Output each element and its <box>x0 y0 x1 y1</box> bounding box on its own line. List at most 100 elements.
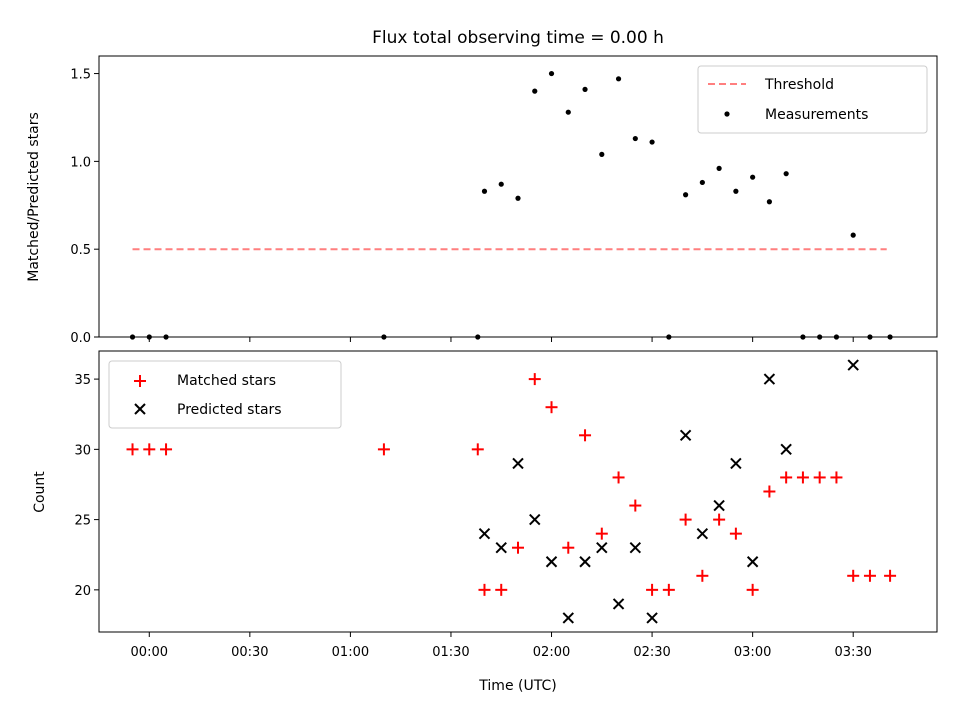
predicted-star-point <box>529 513 541 526</box>
bottom-y-axis-label: Count <box>32 471 48 513</box>
matched-star-point <box>780 471 793 484</box>
matched-star-point <box>763 485 776 498</box>
matched-star-point <box>646 583 659 596</box>
x-axis-label: Time (UTC) <box>478 678 556 694</box>
predicted-star-point <box>478 527 491 540</box>
legend-predicted-swatch <box>134 403 146 415</box>
x-tick-label: 01:00 <box>332 645 369 660</box>
top-legend: Threshold Measurements <box>697 65 928 134</box>
predicted-star-point <box>696 527 709 540</box>
predicted-x-b <box>696 527 709 540</box>
x-tick-label: 03:30 <box>834 645 871 660</box>
measurement-point <box>146 334 152 340</box>
measurement-point <box>163 334 169 340</box>
predicted-star-point <box>730 457 742 470</box>
bottom-y-tick-label: 35 <box>74 373 91 388</box>
predicted-x-b <box>529 513 541 526</box>
predicted-x-b <box>579 556 591 568</box>
top-y-tick-label: 0.0 <box>70 331 91 346</box>
matched-star-point <box>528 373 541 386</box>
measurement-point <box>599 151 605 157</box>
predicted-x-b <box>612 598 625 610</box>
measurement-point <box>582 86 588 92</box>
predicted-x-b <box>730 457 742 470</box>
measurement-point <box>683 192 689 198</box>
predicted-star-point <box>746 556 759 568</box>
matched-star-point <box>595 527 608 540</box>
bottom-y-tick-label: 20 <box>74 584 91 599</box>
measurement-point <box>783 171 789 177</box>
predicted-star-point <box>780 443 792 456</box>
predicted-star-point <box>545 556 558 568</box>
top-y-axis-label: Matched/Predicted stars <box>26 112 42 282</box>
predicted-x-b <box>746 556 759 568</box>
measurement-point <box>481 188 488 194</box>
predicted-x-b <box>512 457 524 470</box>
predicted-x-b <box>545 556 558 568</box>
matched-star-point <box>377 443 390 456</box>
predicted-star-point <box>512 457 524 470</box>
measurement-point <box>699 179 705 186</box>
predicted-x-b <box>562 612 574 624</box>
matched-star-point <box>471 443 484 456</box>
measurement-point <box>766 199 773 205</box>
matched-star-point <box>884 569 897 582</box>
measurement-point <box>548 70 555 77</box>
predicted-x-b <box>596 541 608 554</box>
legend-predicted-label: Predicted stars <box>177 402 282 418</box>
measurement-point <box>632 135 638 142</box>
measurement-point <box>800 334 806 340</box>
matched-star-point <box>160 443 173 456</box>
x-tick-label: 02:00 <box>533 645 570 660</box>
matched-star-point <box>796 471 809 484</box>
top-y-tick-label: 1.5 <box>70 68 91 83</box>
measurement-point <box>887 334 893 340</box>
predicted-x-b <box>679 429 692 442</box>
matched-star-point <box>679 513 692 526</box>
matched-star-point <box>478 583 491 596</box>
matched-star-point <box>729 527 742 540</box>
predicted-star-point <box>646 612 658 624</box>
measurement-point <box>532 88 538 94</box>
legend-threshold-label: Threshold <box>764 77 834 93</box>
predicted-star-point <box>629 541 642 554</box>
top-y-tick-label: 1.0 <box>70 155 91 170</box>
top-legend-box <box>697 65 928 134</box>
bottom-legend-box <box>108 360 342 429</box>
predicted-x-b <box>713 499 725 512</box>
predicted-x-b <box>478 527 491 540</box>
measurement-point <box>817 334 823 340</box>
matched-star-point <box>612 471 625 484</box>
matched-star-point <box>746 583 759 596</box>
x-tick-label: 00:00 <box>131 645 168 660</box>
x-tick-label: 02:30 <box>633 645 670 660</box>
predicted-star-point <box>562 612 574 624</box>
predicted-star-point <box>713 499 725 512</box>
predicted-x-b <box>847 359 859 371</box>
matched-star-point <box>579 429 592 442</box>
measurement-point <box>381 334 387 340</box>
predicted-x-b <box>780 443 792 456</box>
matched-star-point <box>696 569 709 582</box>
predicted-star-point <box>612 598 625 610</box>
legend-matched-label: Matched stars <box>177 373 276 389</box>
legend-matched-swatch <box>134 375 146 387</box>
x-tick-label: 01:30 <box>432 645 469 660</box>
measurement-point <box>850 232 856 238</box>
matched-star-point <box>713 513 726 526</box>
matched-star-point <box>629 499 642 512</box>
measurement-point <box>615 76 622 82</box>
matched-star-point <box>863 569 876 582</box>
legend-measurements-swatch <box>724 111 730 117</box>
predicted-x-b <box>763 373 776 385</box>
chart-title: Flux total observing time = 0.00 h <box>372 28 664 48</box>
predicted-star-point <box>847 359 859 371</box>
matched-star-point <box>847 569 860 582</box>
bottom-legend: Matched stars Predicted stars <box>108 360 342 429</box>
predicted-x-b <box>495 541 507 554</box>
bottom-y-tick-label: 30 <box>74 443 91 458</box>
predicted-star-point <box>679 429 692 442</box>
measurement-point <box>565 109 571 115</box>
measurement-point <box>716 165 722 171</box>
measurement-point <box>750 174 756 180</box>
